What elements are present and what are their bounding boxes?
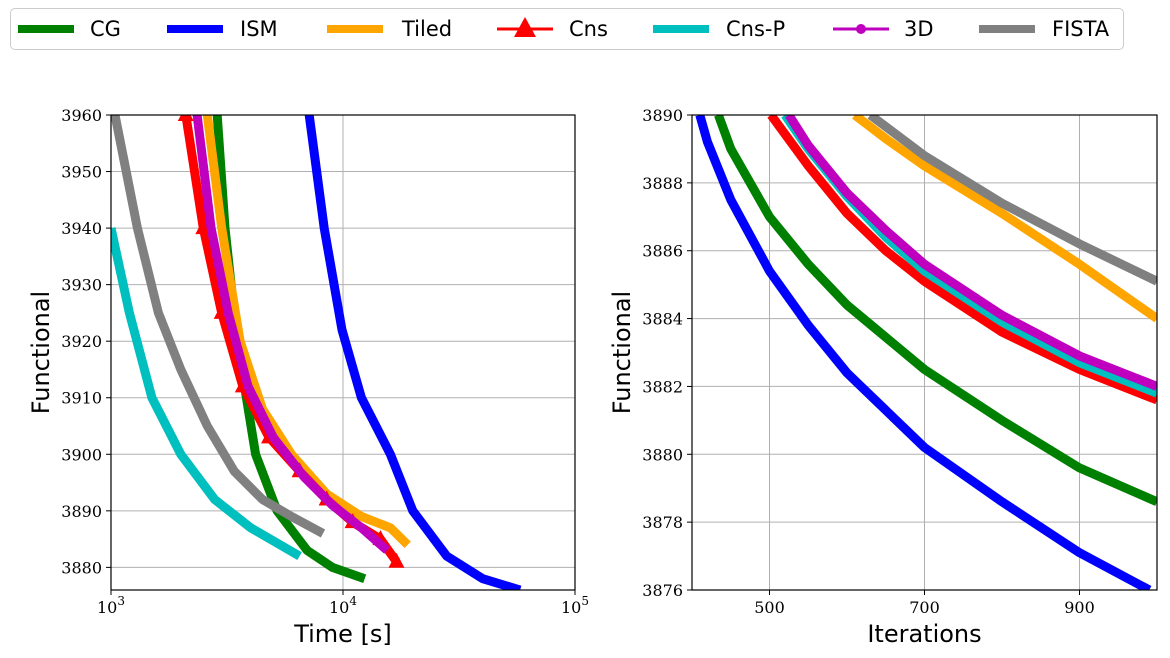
legend-marker-3d bbox=[856, 24, 866, 34]
series-line-tiled bbox=[852, 115, 1157, 323]
legend-label-cg: CG bbox=[90, 17, 121, 41]
right-plot: 3876 3878 3880 3882 3884 3886 3888 3890 500 700 90… bbox=[608, 106, 1158, 648]
x-tick-label: 900 bbox=[1064, 598, 1095, 617]
legend-entry-3d: 3D bbox=[833, 17, 934, 41]
series-line-fista bbox=[867, 115, 1157, 286]
y-tick-label: 3910 bbox=[61, 389, 102, 408]
y-tick-label: 3960 bbox=[61, 106, 102, 125]
legend-label-3d: 3D bbox=[904, 17, 934, 41]
legend-entry-cg: CG bbox=[18, 17, 121, 41]
legend-label-tiled: Tiled bbox=[401, 17, 452, 41]
y-tick-label: 3890 bbox=[61, 502, 102, 521]
x-tick-label: 105 bbox=[561, 594, 589, 617]
y-tick-label: 3920 bbox=[61, 332, 102, 351]
y-tick-label: 3882 bbox=[642, 377, 683, 396]
x-tick-label: 103 bbox=[97, 594, 125, 617]
series-line-cns-p bbox=[111, 227, 302, 560]
y-tick-label: 3878 bbox=[642, 513, 683, 532]
series-line-cns bbox=[767, 115, 1157, 405]
y-tick-label: 3886 bbox=[642, 242, 683, 261]
legend-entry-tiled: Tiled bbox=[327, 17, 452, 41]
y-tick-label: 3950 bbox=[61, 163, 102, 182]
y-tick-label: 3876 bbox=[642, 581, 683, 600]
y-tick-label: 3930 bbox=[61, 276, 102, 295]
y-tick-label: 3940 bbox=[61, 219, 102, 238]
series-line-3d bbox=[192, 115, 391, 554]
series-layer bbox=[695, 115, 1157, 590]
legend-entry-ism: ISM bbox=[167, 17, 278, 41]
legend-marker-cns bbox=[514, 17, 536, 37]
y-axis-label: Functional bbox=[27, 291, 55, 414]
legend-label-ism: ISM bbox=[240, 17, 278, 41]
series-line-ism bbox=[304, 115, 522, 590]
legend-entry-fista: FISTA bbox=[979, 17, 1110, 41]
left-plot: 3880 3890 3900 3910 3920 3930 3940 3950 3960 103 1… bbox=[27, 106, 589, 648]
series-marker-cns bbox=[388, 552, 405, 568]
legend-label-cns: Cns bbox=[569, 17, 608, 41]
y-tick-label: 3880 bbox=[61, 558, 102, 577]
series-line-fista bbox=[111, 115, 326, 538]
series-layer bbox=[111, 115, 522, 590]
legend-entries: CG ISM Tiled Cns Cns-P 3D FISTA bbox=[18, 17, 1110, 41]
legend-entry-cns-p: Cns-P bbox=[653, 17, 785, 41]
y-tick-label: 3888 bbox=[642, 174, 683, 193]
series-line-3d bbox=[785, 115, 1157, 391]
legend-label-cns-p: Cns-P bbox=[726, 17, 785, 41]
x-axis-label: Time [s] bbox=[293, 620, 392, 648]
x-axis-label: Iterations bbox=[867, 620, 981, 648]
grid bbox=[692, 114, 1157, 591]
y-tick-label: 3890 bbox=[642, 106, 683, 125]
series-line-ism bbox=[695, 115, 1152, 590]
legend-label-fista: FISTA bbox=[1052, 17, 1110, 41]
x-tick-label: 700 bbox=[909, 598, 940, 617]
series-marker-cns bbox=[177, 115, 194, 121]
x-tick-label: 104 bbox=[329, 594, 357, 617]
x-tick-label: 500 bbox=[754, 598, 785, 617]
y-tick-label: 3900 bbox=[61, 445, 102, 464]
legend-entry-cns: Cns bbox=[497, 17, 608, 41]
y-tick-label: 3884 bbox=[642, 310, 683, 329]
y-tick-label: 3880 bbox=[642, 445, 683, 464]
series-line-cg bbox=[714, 115, 1157, 506]
y-axis-label: Functional bbox=[608, 291, 636, 414]
